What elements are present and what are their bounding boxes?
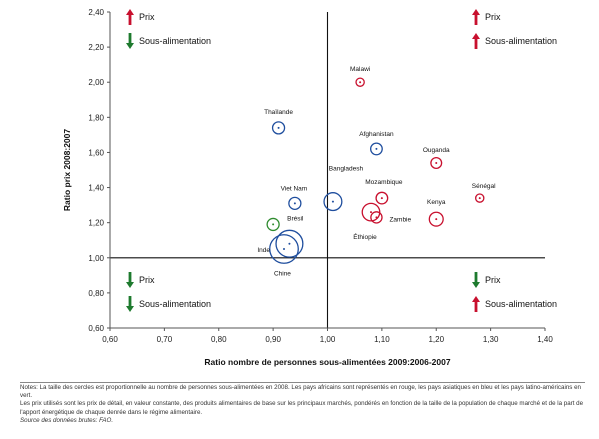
point-circle — [266, 217, 280, 232]
point-center — [478, 197, 481, 200]
point-center — [359, 81, 362, 84]
arrow-down-icon — [128, 33, 132, 44]
point-label: Thaïlande — [264, 109, 293, 116]
point-circle — [370, 211, 383, 224]
arrow-up-icon — [472, 9, 480, 15]
x-tick-label: 1,00 — [320, 335, 336, 344]
point-label: Viet Nam — [281, 185, 308, 192]
point-label: Kenya — [427, 199, 446, 206]
arrow-up-icon — [474, 14, 478, 25]
point-center — [331, 200, 334, 203]
arrow-down-icon — [472, 282, 480, 288]
quadrant-label: Sous-alimentation — [485, 299, 557, 309]
arrow-up-icon — [472, 296, 480, 302]
y-tick-label: 1,00 — [88, 254, 104, 263]
y-tick-label: 2,40 — [88, 8, 104, 17]
arrow-down-icon — [474, 272, 478, 283]
point-label: Mozambique — [365, 179, 403, 186]
notes-line-2: Les prix utilisés sont les prix de détai… — [20, 400, 584, 416]
x-tick-label: 0,90 — [265, 335, 281, 344]
x-axis-ticks: 0,60 0,70 0,80 0,90 1,00 1,10 1,20 1,30 1,40 — [102, 328, 553, 344]
point-label: Bangladesh — [329, 166, 364, 173]
arrow-up-icon — [474, 38, 478, 49]
x-tick-label: 1,30 — [483, 335, 499, 344]
notes-line-1: Notes: La taille des cercles est proport… — [20, 384, 581, 400]
reference-lines — [110, 12, 545, 328]
y-tick-label: 1,60 — [88, 148, 104, 157]
y-tick-label: 0,80 — [88, 289, 104, 298]
arrow-down-icon — [128, 296, 132, 307]
arrow-up-icon — [126, 9, 134, 15]
quadrant-label: Sous-alimentation — [139, 36, 211, 46]
y-axis-ticks: 0,60 0,80 1,00 1,20 1,40 1,60 1,80 2,00 2,20 2,40 — [88, 8, 110, 333]
quadrant-label: Prix — [485, 12, 501, 22]
x-tick-label: 1,10 — [374, 335, 390, 344]
arrow-up-icon — [474, 301, 478, 312]
data-points: Malawi Thaïlande Afghanistan Ouganda Sénégal… — [257, 66, 496, 278]
point-circle — [288, 196, 302, 211]
point-label: Ouganda — [423, 147, 450, 154]
point-circle — [375, 191, 389, 205]
point-center — [277, 126, 280, 129]
point-center — [283, 248, 285, 250]
quadrant-label: Prix — [139, 275, 155, 285]
quadrant-legends: Prix Sous-alimentation Prix Sous-alimentati… — [126, 9, 557, 312]
point-label: Zambie — [389, 216, 411, 223]
y-tick-label: 0,60 — [88, 324, 104, 333]
arrow-down-icon — [128, 272, 132, 283]
notes-line-3: Source des données brutes: FAO. — [20, 416, 114, 424]
point-center — [370, 211, 372, 214]
point-center — [272, 223, 275, 226]
point-circle — [275, 229, 304, 258]
point-label: Sénégal — [472, 183, 496, 190]
point-center — [375, 147, 378, 150]
arrow-down-icon — [126, 306, 134, 312]
y-tick-label: 1,40 — [88, 184, 104, 193]
arrow-down-icon — [126, 282, 134, 288]
point-circle — [369, 142, 383, 156]
point-circle — [430, 156, 443, 169]
point-label: Malawi — [350, 66, 370, 73]
point-circle — [428, 211, 444, 227]
notes-divider — [20, 382, 585, 383]
y-tick-label: 1,20 — [88, 219, 104, 228]
x-tick-label: 0,70 — [157, 335, 173, 344]
x-tick-label: 1,20 — [428, 335, 444, 344]
point-circle — [323, 192, 343, 212]
quadrant-label: Prix — [139, 12, 155, 22]
point-label: Afghanistan — [359, 131, 394, 138]
quadrant-label: Sous-alimentation — [485, 36, 557, 46]
point-center — [288, 242, 291, 245]
x-tick-label: 0,80 — [211, 335, 227, 344]
y-tick-label: 2,00 — [88, 78, 104, 87]
scatter-chart: 0,60 0,70 0,80 0,90 1,00 1,10 1,20 1,30 1,40 0,6… — [62, 8, 557, 367]
y-tick-label: 1,80 — [88, 113, 104, 122]
y-axis-label: Ratio prix 2008:2007 — [62, 129, 72, 211]
point-label: Éthiopie — [353, 232, 377, 241]
arrow-up-icon — [472, 33, 480, 39]
x-axis-label: Ratio nombre de personnes sous-alimentée… — [204, 357, 450, 367]
point-circle — [269, 234, 299, 264]
y-tick-label: 2,20 — [88, 43, 104, 52]
point-label: Brésil — [287, 215, 304, 222]
point-label: Inde — [257, 247, 270, 254]
x-tick-label: 1,40 — [537, 335, 553, 344]
point-center — [435, 218, 438, 221]
point-circle — [271, 121, 286, 135]
point-label: Chine — [274, 271, 291, 278]
arrow-down-icon — [126, 43, 134, 49]
quadrant-label: Sous-alimentation — [139, 299, 211, 309]
point-center — [293, 202, 296, 205]
point-center — [375, 216, 378, 219]
x-tick-label: 0,60 — [102, 335, 118, 344]
quadrant-label: Prix — [485, 275, 501, 285]
arrow-up-icon — [128, 14, 132, 25]
point-center — [435, 161, 438, 164]
chart-notes: Notes: La taille des cercles est proport… — [20, 384, 585, 425]
point-circle — [355, 77, 365, 87]
point-circle — [475, 193, 485, 203]
point-center — [380, 197, 383, 200]
